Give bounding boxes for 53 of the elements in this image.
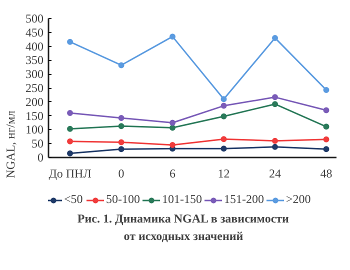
point [220, 96, 227, 102]
y-tick-label: 0 [38, 150, 44, 164]
y-tick-label: 150 [26, 108, 44, 123]
y-tick-label: 50 [32, 136, 44, 151]
y-tick-label: 300 [26, 67, 44, 82]
point [272, 101, 278, 108]
point [170, 120, 176, 126]
point [323, 124, 330, 130]
point [272, 34, 278, 41]
point [170, 34, 176, 40]
x-tick-label: 12 [218, 166, 230, 180]
y-tick-label: 400 [26, 39, 44, 54]
point [323, 136, 330, 142]
point [323, 146, 330, 152]
point [118, 123, 124, 130]
x-tick-label: До ПНЛ [48, 166, 92, 180]
point [67, 110, 74, 116]
y-axis-title: NGAL, нг/мл [4, 110, 18, 178]
x-tick-label: 48 [320, 166, 332, 180]
point [220, 146, 227, 152]
point [170, 124, 176, 131]
point [272, 138, 278, 144]
point [67, 150, 74, 156]
point [118, 146, 124, 152]
legend-label: 101-150 [162, 192, 202, 207]
x-tick-label: 24 [269, 166, 282, 180]
point [118, 139, 124, 146]
y-tick-label: 350 [26, 53, 44, 68]
text: Рис. 1. Динамика NGAL в зависимости от исходных значений [77, 212, 290, 243]
y-tick-label: 250 [26, 81, 44, 95]
x-tick-label: 6 [170, 166, 176, 180]
point [118, 115, 124, 122]
point [220, 136, 227, 142]
point [272, 94, 278, 100]
y-tick-label: 500 [26, 12, 44, 26]
legend-label: >200 [286, 192, 311, 207]
legend-label: <50 [64, 192, 84, 207]
point [323, 107, 330, 114]
point [220, 102, 227, 109]
legend-label: 151-200 [224, 192, 264, 207]
y-tick-label: 100 [26, 122, 44, 137]
y-tick-label: 200 [26, 94, 44, 109]
legend-label: 50-100 [106, 192, 140, 207]
point [272, 144, 278, 150]
point [118, 62, 124, 68]
point [170, 142, 176, 148]
point [67, 38, 74, 45]
x-tick-label: 0 [118, 166, 124, 180]
point [67, 126, 74, 132]
point [323, 86, 330, 93]
point [220, 113, 227, 120]
y-tick-label: 450 [26, 25, 44, 40]
point [67, 138, 74, 144]
